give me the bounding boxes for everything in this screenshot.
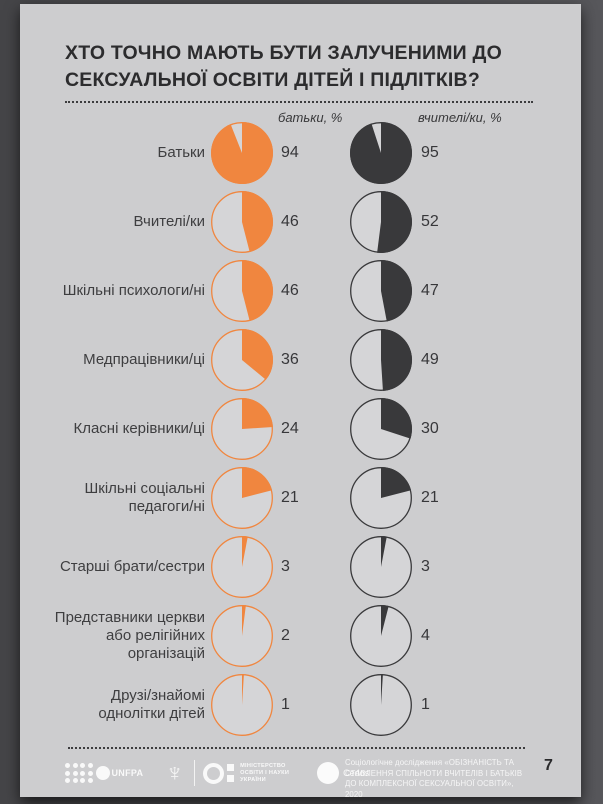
pie-value: 24	[281, 419, 299, 437]
pie-chart	[350, 190, 412, 253]
row-label: Друзі/знайомі однолітки дітей	[98, 686, 205, 722]
pie-chart	[350, 328, 413, 391]
unfpa-globe-icon	[95, 766, 110, 780]
table-row: Шкільні соціальні педагоги/ні 21 21	[40, 463, 485, 532]
pie-teachers	[343, 327, 419, 393]
pie-value: 94	[281, 143, 299, 161]
ministry-ring-icon	[203, 762, 225, 784]
pie-chart	[350, 604, 412, 667]
cedos-label: Cedos	[343, 768, 370, 778]
pie-parents	[205, 672, 279, 738]
pie-chart	[211, 673, 273, 736]
pie-value: 4	[421, 626, 430, 644]
pie-parents	[205, 603, 279, 669]
unfpa-dots-icon	[65, 763, 93, 783]
table-row: Старші брати/сестри 3 3	[40, 532, 485, 601]
table-row: Класні керівники/ці 24 30	[40, 394, 485, 463]
page-title: ХТО ТОЧНО МАЮТЬ БУТИ ЗАЛУЧЕНИМИ ДО СЕКСУ…	[65, 42, 502, 91]
pie-parents	[205, 258, 279, 324]
pie-chart	[350, 259, 412, 322]
pie-teachers	[343, 603, 419, 669]
pie-chart	[350, 397, 412, 460]
table-row: Вчителі/ки 46 52	[40, 187, 485, 256]
pie-value: 3	[281, 557, 290, 575]
pie-chart	[350, 535, 412, 598]
pie-chart	[211, 121, 274, 184]
cedos-logo: Cedos	[317, 762, 369, 784]
pie-chart	[211, 190, 274, 253]
column-header-teachers: вчителі/ки, %	[418, 110, 502, 125]
pie-value: 21	[281, 488, 299, 506]
pie-value: 52	[421, 212, 439, 230]
pie-value: 47	[421, 281, 439, 299]
column-header-parents: батьки, %	[278, 110, 343, 125]
ministry-logo: МІНІСТЕРСТВО ОСВІТИ І НАУКИ УКРАЇНИ	[203, 762, 290, 784]
pie-chart	[211, 604, 273, 667]
pie-chart	[211, 259, 274, 322]
table-row: Представники церкви або релігійних орган…	[40, 601, 485, 670]
pie-parents	[205, 189, 279, 255]
pie-parents	[205, 534, 279, 600]
pie-chart	[211, 535, 273, 598]
row-label: Батьки	[157, 143, 205, 161]
row-label: Вчителі/ки	[133, 212, 205, 230]
source-citation: Соціологічне дослідження «ОБІЗНАНІСТЬ ТА…	[345, 758, 523, 799]
pie-teachers	[343, 258, 419, 324]
pie-teachers	[343, 465, 419, 531]
table-row: Шкільні психологи/ні 46 47	[40, 256, 485, 325]
row-label: Медпрацівники/ці	[83, 350, 205, 368]
pie-value: 21	[421, 488, 439, 506]
pie-value: 2	[281, 626, 290, 644]
pie-value: 1	[421, 695, 430, 713]
pie-teachers	[343, 534, 419, 600]
unfpa-logo: UNFPA	[65, 763, 143, 783]
pie-value: 46	[281, 212, 299, 230]
footer-logos: UNFPA ♆ МІНІСТЕРСТВО ОСВІТИ І НАУКИ УКРА…	[65, 755, 369, 791]
pie-chart	[350, 673, 412, 736]
row-label: Шкільні соціальні педагоги/ні	[84, 479, 205, 515]
pie-parents	[205, 396, 279, 462]
ministry-colon-icon	[227, 764, 235, 782]
pie-value: 95	[421, 143, 439, 161]
row-label: Старші брати/сестри	[59, 557, 205, 575]
table-row: Батьки 94 95	[40, 118, 485, 187]
pie-chart	[211, 466, 273, 529]
pie-chart	[211, 397, 273, 460]
pie-value: 1	[281, 695, 290, 713]
row-label: Представники церкви або релігійних орган…	[54, 608, 205, 662]
pie-value: 46	[281, 281, 299, 299]
pie-parents	[205, 327, 279, 393]
report-page: ХТО ТОЧНО МАЮТЬ БУТИ ЗАЛУЧЕНИМИ ДО СЕКСУ…	[20, 4, 581, 799]
unfpa-label: UNFPA	[111, 768, 144, 778]
table-row: Друзі/знайомі однолітки дітей 1 1	[40, 670, 485, 739]
pie-chart	[350, 121, 413, 184]
pie-parents	[205, 120, 279, 186]
pie-teachers	[343, 120, 419, 186]
row-label: Класні керівники/ці	[73, 419, 205, 437]
title-divider	[65, 101, 533, 103]
pie-teachers	[343, 396, 419, 462]
pie-chart	[211, 328, 274, 391]
chart-rows: Батьки 94 95 Вчителі/ки 46 52 Шкільні психолог…	[40, 118, 485, 739]
pie-value: 36	[281, 350, 299, 368]
footer-divider	[68, 747, 525, 749]
pie-teachers	[343, 189, 419, 255]
pie-value: 49	[421, 350, 439, 368]
pie-value: 30	[421, 419, 439, 437]
pie-value: 3	[421, 557, 430, 575]
logo-divider	[194, 760, 196, 786]
row-label: Шкільні психологи/ні	[62, 281, 205, 299]
pie-chart	[350, 466, 412, 529]
table-row: Медпрацівники/ці 36 49	[40, 325, 485, 394]
pie-parents	[205, 465, 279, 531]
trident-icon: ♆	[165, 758, 185, 787]
ministry-label: МІНІСТЕРСТВО ОСВІТИ І НАУКИ УКРАЇНИ	[240, 762, 290, 783]
pie-teachers	[343, 672, 419, 738]
cedos-circle-icon	[317, 762, 340, 784]
page-number: 7	[544, 757, 553, 774]
